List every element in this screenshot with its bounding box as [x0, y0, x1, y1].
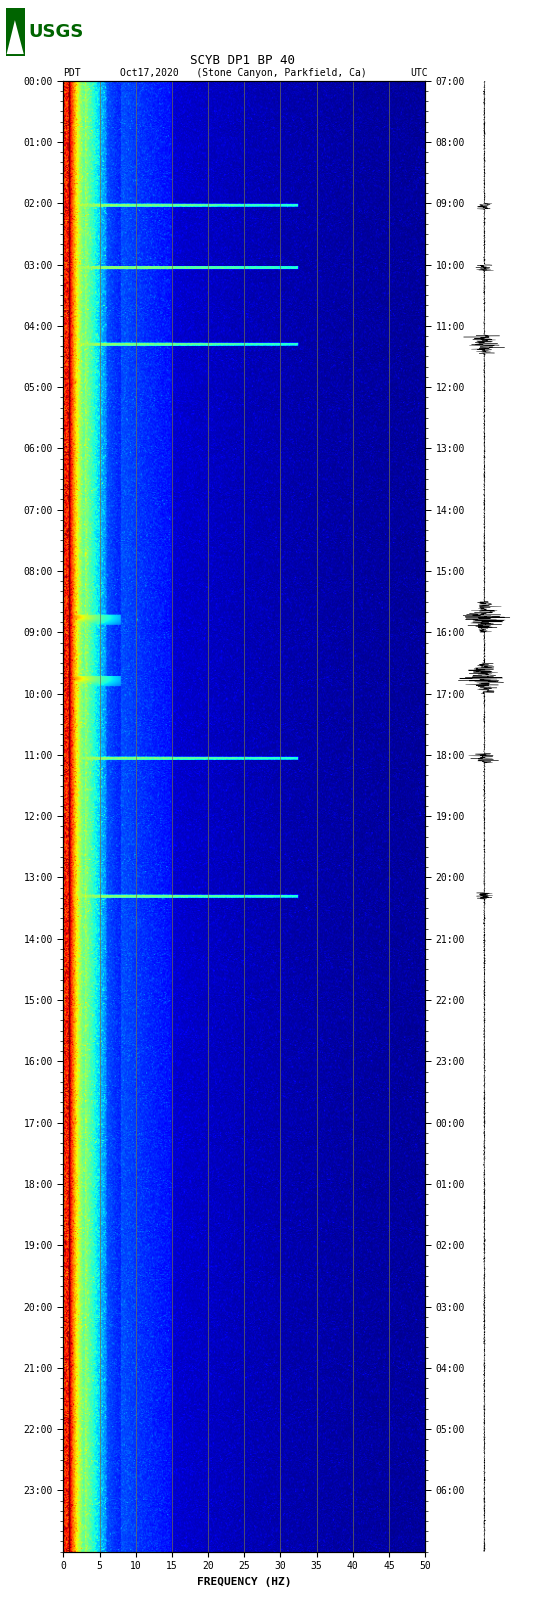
Text: SCYB DP1 BP 40: SCYB DP1 BP 40 — [190, 53, 295, 68]
Bar — [6, 8, 25, 56]
Text: Oct17,2020   (Stone Canyon, Parkfield, Ca): Oct17,2020 (Stone Canyon, Parkfield, Ca) — [119, 68, 367, 77]
Text: PDT: PDT — [63, 68, 81, 77]
Polygon shape — [7, 21, 24, 55]
X-axis label: FREQUENCY (HZ): FREQUENCY (HZ) — [197, 1578, 291, 1587]
Text: USGS: USGS — [29, 23, 84, 42]
Text: UTC: UTC — [410, 68, 428, 77]
